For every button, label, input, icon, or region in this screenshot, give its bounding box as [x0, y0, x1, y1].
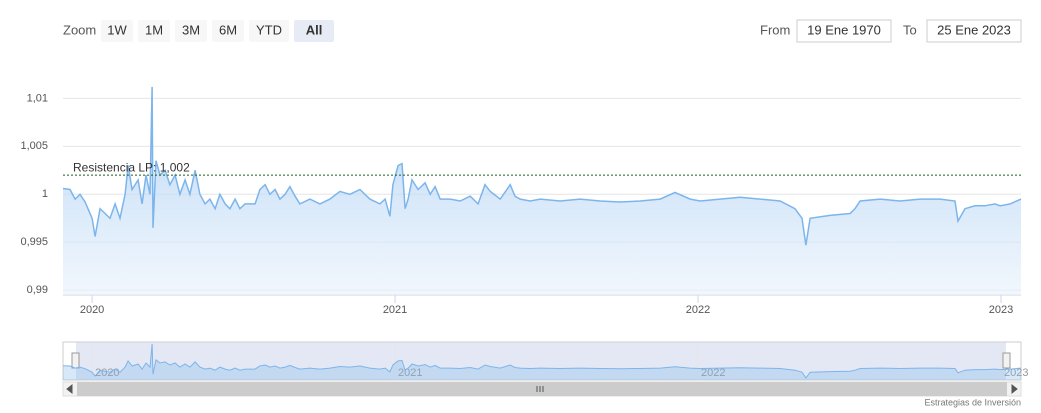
range-button-label: YTD [256, 22, 282, 37]
range-button-label: 1W [107, 22, 127, 37]
to-label: To [903, 22, 917, 37]
range-button-label: 1M [145, 22, 163, 37]
navigator-x-label: 2022 [701, 367, 725, 379]
navigator-mask [76, 342, 1006, 380]
range-button[interactable] [294, 20, 334, 42]
navigator-x-label: 2023 [1004, 367, 1028, 379]
navigator-handle[interactable] [1002, 352, 1011, 369]
range-button[interactable] [249, 20, 289, 42]
y-tick-label: 0,99 [27, 284, 48, 296]
range-button-label: All [306, 22, 323, 37]
from-value: 19 Ene 1970 [807, 22, 881, 37]
scrollbar-thumb[interactable] [77, 382, 1007, 396]
range-button-label: 6M [219, 22, 237, 37]
range-button[interactable] [101, 20, 133, 42]
zoom-label: Zoom [63, 22, 96, 37]
x-tick-label: 2022 [686, 304, 710, 316]
to-input[interactable] [926, 19, 1022, 43]
y-tick-label: 1,01 [27, 92, 48, 104]
from-input[interactable] [796, 19, 892, 43]
scrollbar-arrows[interactable] [66, 383, 1018, 395]
range-button[interactable] [212, 20, 244, 42]
range-button[interactable] [175, 20, 207, 42]
x-tick-label: 2020 [80, 304, 104, 316]
navigator-line [62, 343, 1022, 379]
series-line [62, 86, 1022, 246]
y-tick-label: 1,005 [20, 140, 48, 152]
series-area [63, 86, 1021, 296]
to-value: 25 Ene 2023 [937, 22, 1011, 37]
x-tick-label: 2023 [989, 304, 1013, 316]
range-button[interactable] [138, 20, 170, 42]
credits: Estrategias de Inversión [924, 397, 1021, 407]
y-tick-label: 1 [42, 188, 48, 200]
y-tick-label: 0,995 [20, 236, 48, 248]
from-label: From [760, 22, 790, 37]
plot-line-label: Resistencia LP: 1,002 [73, 160, 190, 174]
x-tick-label: 2021 [383, 304, 407, 316]
navigator-area [63, 344, 1021, 380]
navigator-handle[interactable] [71, 352, 80, 369]
range-button-label: 3M [182, 22, 200, 37]
navigator-x-label: 2021 [398, 367, 422, 379]
